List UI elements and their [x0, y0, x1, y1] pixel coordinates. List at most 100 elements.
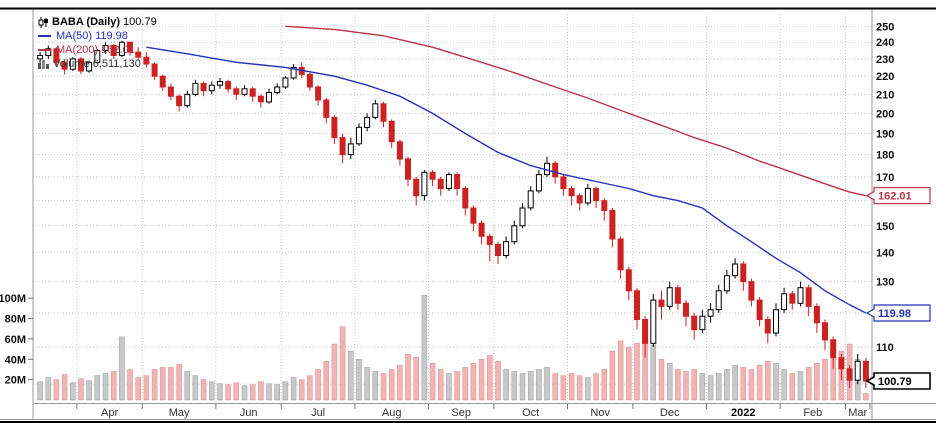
candle-body [634, 290, 640, 320]
volume-bar [691, 369, 697, 401]
month-label: Jun [240, 407, 258, 419]
svg-text:80M: 80M [5, 314, 26, 326]
candle-body [862, 360, 869, 382]
candle-body [413, 178, 420, 197]
volume-bar [781, 369, 787, 401]
svg-text:250: 250 [876, 21, 894, 33]
svg-text:130: 130 [876, 277, 894, 289]
volume-bar [176, 364, 182, 401]
candle-body [813, 305, 820, 324]
volume-bar [290, 377, 297, 401]
volume-bar [135, 377, 141, 401]
volume-bar [192, 375, 199, 401]
volume-bar [593, 373, 599, 401]
volume-bars-icon [38, 60, 49, 69]
volume-bar [127, 369, 133, 401]
svg-text:190: 190 [876, 129, 894, 141]
ma50-line [146, 46, 867, 314]
volume-bar [740, 367, 747, 401]
volume-bar [159, 367, 166, 401]
volume-bar [258, 381, 264, 401]
volume-bar [241, 385, 248, 401]
svg-text:100M: 100M [0, 293, 26, 305]
volume-bar [429, 363, 436, 401]
candle-body [707, 309, 714, 317]
volume-bar [372, 371, 379, 401]
volume-bar [413, 356, 419, 401]
symbol-label: BABA (Daily) [52, 16, 121, 28]
volume-bar [102, 373, 109, 401]
candle-body [666, 287, 673, 307]
candle-body [773, 309, 779, 334]
volume-bar [650, 344, 657, 401]
candle-body [200, 82, 207, 92]
volume-bar [307, 375, 313, 401]
candle-body [527, 190, 534, 209]
volume-bar [863, 393, 869, 401]
candle-body [429, 171, 436, 180]
volume-bar [732, 365, 738, 401]
ma50-line-sample-icon [38, 35, 51, 37]
candle-body [86, 61, 93, 72]
volume-bar [536, 369, 542, 401]
svg-text:119.98: 119.98 [878, 308, 911, 320]
volume-bar [209, 381, 215, 401]
svg-text:100.79: 100.79 [878, 376, 912, 388]
svg-text:150: 150 [876, 221, 894, 233]
svg-text:20M: 20M [5, 375, 26, 387]
volume-bar [552, 373, 558, 401]
month-label: Dec [660, 407, 680, 419]
volume-bar [119, 336, 125, 401]
svg-text:240: 240 [876, 37, 894, 49]
volume-bar [110, 371, 117, 401]
volume-bar [601, 369, 608, 401]
svg-text:162.01: 162.01 [878, 191, 912, 203]
volume-bar [470, 363, 477, 401]
volume-label: Volume [53, 58, 90, 70]
svg-text:170: 170 [876, 172, 894, 184]
volume-bar [773, 363, 779, 401]
volume-bar [715, 373, 722, 401]
candle-body [495, 243, 501, 256]
candle-body [159, 75, 166, 88]
candle-body [454, 174, 461, 190]
candle-body [617, 238, 624, 271]
price-gridlines [33, 25, 872, 385]
candle-body [503, 241, 510, 256]
month-gridlines [76, 14, 846, 403]
month-label: Jul [311, 407, 325, 419]
candle-body [78, 58, 84, 72]
volume-bar [405, 353, 411, 401]
candle-body [822, 322, 828, 341]
volume-bar [797, 371, 804, 401]
candle-body [691, 315, 698, 331]
volume-bar [94, 375, 101, 401]
candle-body [658, 299, 665, 307]
volume-bar [724, 369, 730, 401]
candle-body [217, 81, 223, 86]
volume-bar [78, 378, 84, 401]
volume-bar [225, 384, 231, 401]
volume-bar [200, 379, 207, 401]
candle-body [274, 86, 281, 93]
ma50-price-callout: 119.98 [865, 304, 931, 322]
candlestick-chart-icon [38, 16, 48, 28]
candle-body [535, 174, 542, 192]
candle-body [764, 319, 771, 334]
candle-body [135, 51, 142, 58]
candle-body [674, 287, 681, 304]
candle-body [519, 207, 526, 227]
legend-ma200-row: MA(200) 162.01 [38, 43, 157, 57]
candle-body [445, 174, 452, 190]
volume-bar [503, 369, 509, 401]
month-label: Feb [803, 407, 822, 419]
volume-bar [356, 359, 362, 401]
svg-text:210: 210 [876, 89, 894, 101]
volume-bar [86, 380, 92, 401]
volume-bar [274, 384, 280, 401]
volume-bar [364, 367, 370, 401]
volume-bar [143, 375, 150, 401]
month-label: Mar [848, 407, 867, 419]
ma50-label: MA(50) [56, 30, 93, 42]
